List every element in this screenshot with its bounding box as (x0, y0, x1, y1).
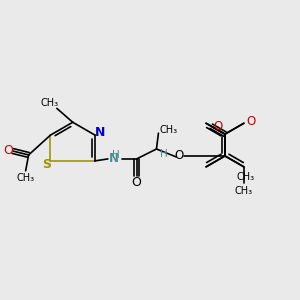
Text: CH₃: CH₃ (16, 173, 35, 183)
Text: O: O (132, 176, 142, 189)
Text: CH₃: CH₃ (235, 186, 253, 196)
Text: H: H (160, 149, 167, 159)
Text: N: N (109, 152, 119, 165)
Text: CH₃: CH₃ (159, 125, 177, 135)
Text: CH₃: CH₃ (41, 98, 59, 108)
Text: CH₃: CH₃ (237, 172, 255, 182)
Text: O: O (175, 149, 184, 162)
Text: S: S (42, 158, 51, 171)
Text: O: O (3, 143, 13, 157)
Text: N: N (95, 126, 105, 139)
Text: H: H (112, 150, 120, 160)
Text: O: O (214, 120, 223, 133)
Text: O: O (246, 115, 255, 128)
